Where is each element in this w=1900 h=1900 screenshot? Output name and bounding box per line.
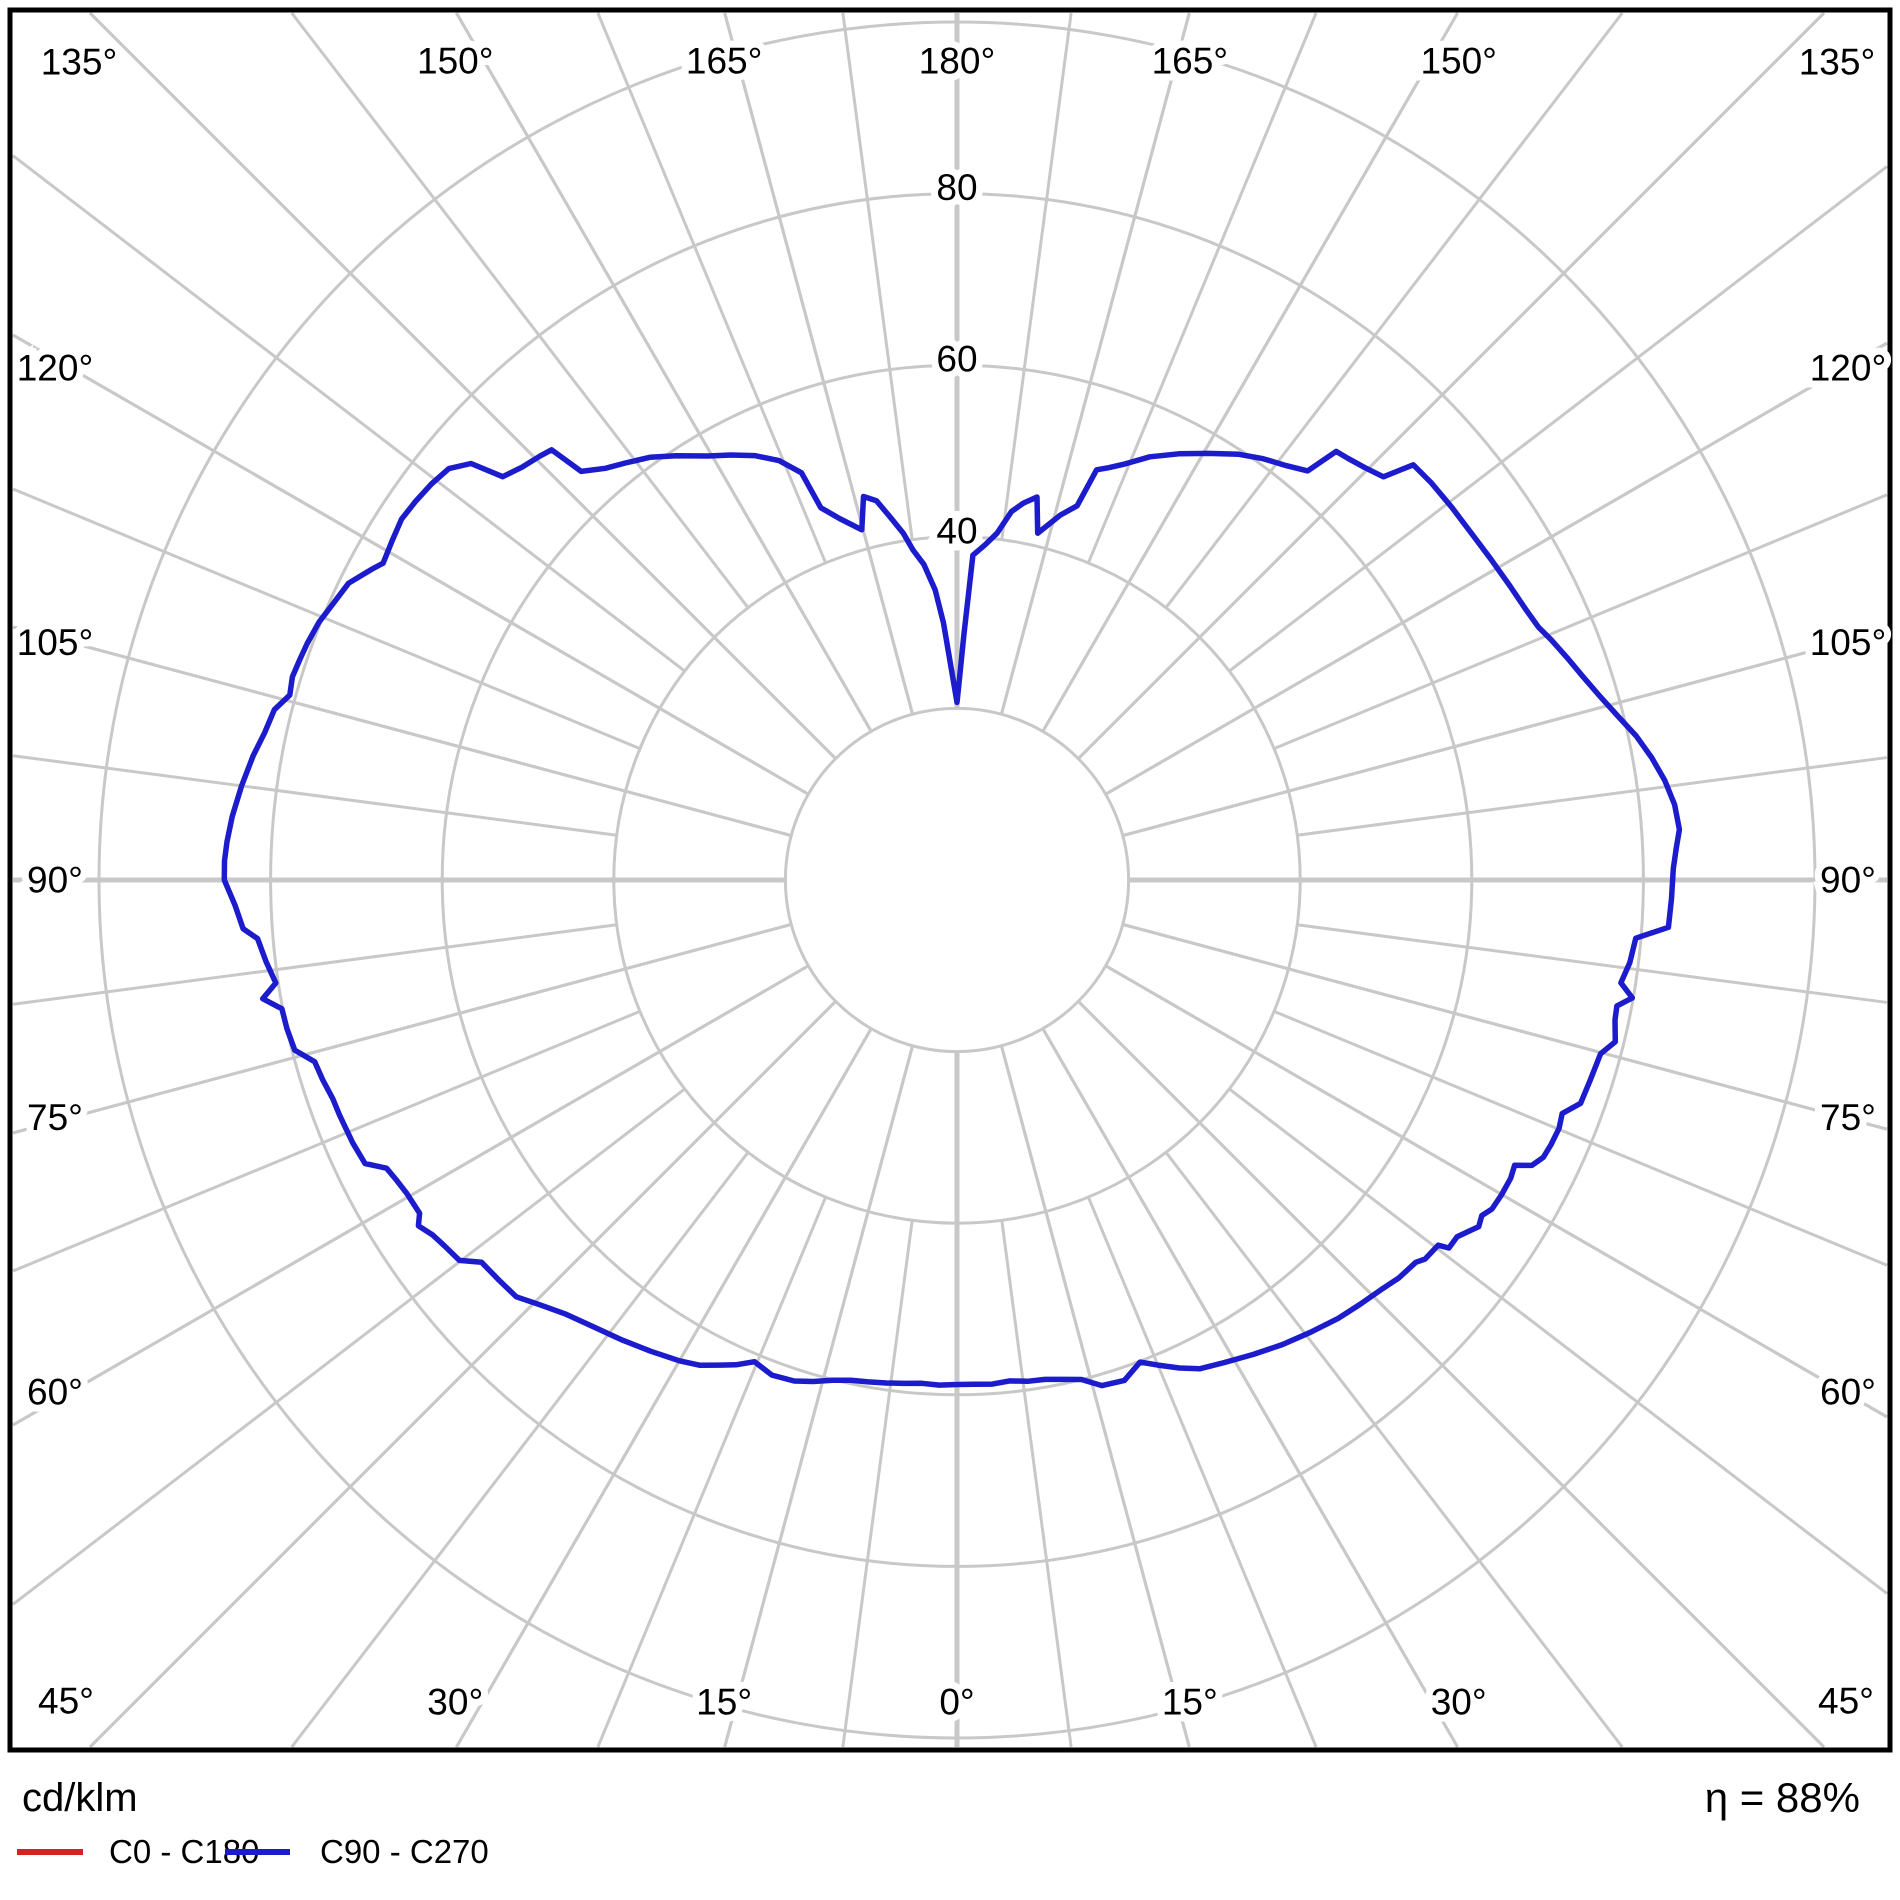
angle-label-r15: 15° <box>1162 1682 1218 1723</box>
angle-label-r45: 45° <box>1818 1681 1874 1722</box>
grid-ray-112.5 <box>1273 493 1888 751</box>
angle-label-r120: 120° <box>1810 347 1887 388</box>
grid-ray-82.5 <box>1297 923 1888 1004</box>
angle-label-l120: 120° <box>17 347 94 388</box>
angle-label-r90: 90° <box>1820 860 1876 901</box>
grid-ray-45 <box>1077 1000 1826 1749</box>
angle-label-l165: 165° <box>686 41 763 82</box>
legend-label-c90-c270: C90 - C270 <box>320 1833 489 1870</box>
grid-ray-277.5 <box>12 923 617 1006</box>
efficiency-label: η = 88% <box>1704 1774 1860 1821</box>
legend-item-c90-c270: C90 - C270 <box>225 1833 489 1871</box>
grid-ray-337.5 <box>596 1196 828 1748</box>
grid-ray-142.5 <box>1164 12 1624 609</box>
grid-ray-60 <box>1104 964 1888 1419</box>
grid-ray-30 <box>1041 1027 1459 1748</box>
grid-ray-292.5 <box>12 1009 641 1273</box>
angle-label-r30: 30° <box>1431 1682 1487 1723</box>
grid-ray-157.5 <box>1086 12 1318 564</box>
radial-tick-label-60: 60 <box>936 339 977 380</box>
angle-label-r165: 165° <box>1152 41 1229 82</box>
angle-label-l45: 45° <box>38 1681 94 1722</box>
grid-ray-315 <box>88 1000 837 1749</box>
angle-label-r150: 150° <box>1420 41 1497 82</box>
grid-ray-127.5 <box>1228 165 1888 673</box>
legend-line-blue <box>225 1849 290 1855</box>
angle-label-l90: 90° <box>27 860 83 901</box>
angle-label-r60: 60° <box>1820 1372 1876 1413</box>
grid-ray-262.5 <box>12 754 617 837</box>
curve-c90-c270 <box>221 447 1683 1389</box>
grid-ray-97.5 <box>1297 756 1888 837</box>
angle-label-l30: 30° <box>427 1682 483 1723</box>
grid-ray-165 <box>999 12 1191 715</box>
grid-ray-150 <box>1041 12 1459 733</box>
grid-ray-67.5 <box>1273 1009 1888 1267</box>
grid-ray-22.5 <box>1086 1196 1318 1748</box>
grid-ray-210 <box>455 12 873 733</box>
grid-ray-202.5 <box>596 12 828 564</box>
grid-ray-345 <box>723 1045 915 1748</box>
grid-ray-240 <box>12 333 810 796</box>
grid-ray-285 <box>12 922 792 1135</box>
angle-label-r75: 75° <box>1820 1097 1876 1138</box>
plot-border <box>7 7 1893 1753</box>
grid-ray-172.5 <box>1000 12 1073 540</box>
angle-label-l105: 105° <box>17 622 94 663</box>
grid-ray-322.5 <box>290 1151 750 1748</box>
legend-item-c0-c180: C0 - C180 <box>17 1833 259 1871</box>
grid-ray-255 <box>12 625 792 838</box>
grid-ray-217.5 <box>290 12 750 609</box>
angle-label-l15: 15° <box>696 1682 752 1723</box>
grid-ray-15 <box>999 1045 1191 1748</box>
grid-ray-307.5 <box>12 1087 686 1606</box>
grid-ray-232.5 <box>12 154 686 673</box>
angle-label-r105: 105° <box>1810 622 1887 663</box>
unit-label: cd/klm <box>22 1776 138 1820</box>
grid-ray-75 <box>1122 922 1888 1131</box>
angle-label-l135: 135° <box>41 42 118 83</box>
grid-ray-105 <box>1122 629 1888 838</box>
grid-ray-247.5 <box>12 487 641 751</box>
grid-ray-225 <box>88 11 837 760</box>
angle-label-r180: 180° <box>919 41 996 82</box>
grid-ray-187.5 <box>841 12 914 540</box>
radial-tick-label-40: 40 <box>936 510 977 551</box>
grid-ray-7.5 <box>1000 1220 1073 1748</box>
angle-label-l150: 150° <box>417 41 494 82</box>
angle-label-r135: 135° <box>1799 42 1876 83</box>
angle-label-l60: 60° <box>27 1372 83 1413</box>
grid-ray-195 <box>723 12 915 715</box>
grid-ray-135 <box>1077 11 1826 760</box>
grid-ray-52.5 <box>1228 1087 1888 1595</box>
angle-label-r0: 0° <box>939 1682 974 1723</box>
angle-label-l75: 75° <box>27 1097 83 1138</box>
radial-tick-label-80: 80 <box>936 167 977 208</box>
grid-ring-20 <box>783 706 1131 1054</box>
grid-ray-352.5 <box>841 1220 914 1748</box>
grid-ray-330 <box>455 1027 873 1748</box>
grid-ray-37.5 <box>1164 1151 1624 1748</box>
legend-line-red <box>17 1849 83 1855</box>
